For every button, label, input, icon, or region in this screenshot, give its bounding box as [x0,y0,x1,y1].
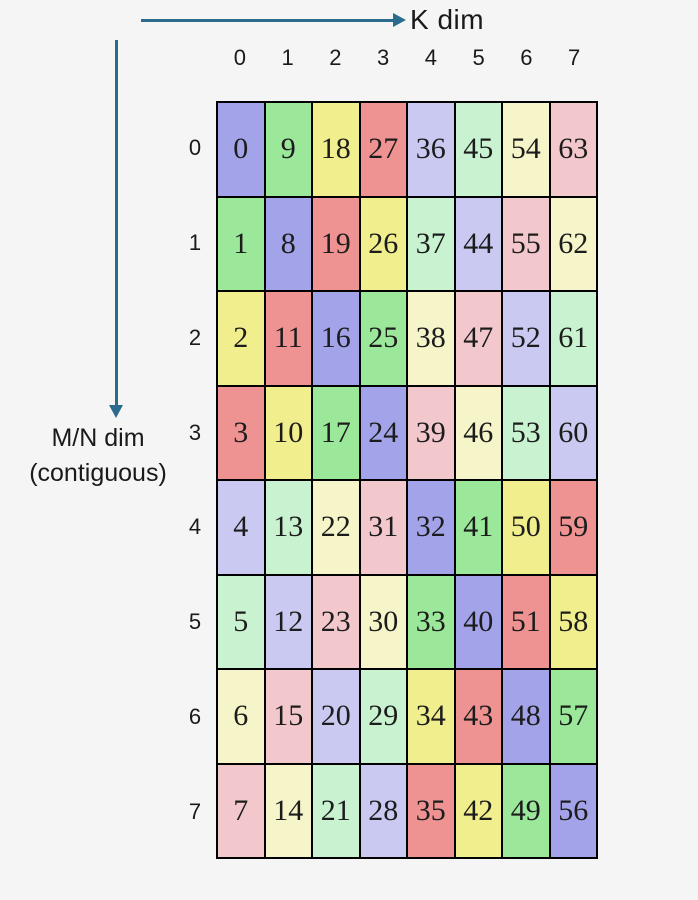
grid-cell-r6-c0: 6 [217,669,265,764]
grid-cell-r4-c2: 22 [312,480,360,575]
grid-cell-r1-c4: 37 [407,196,455,291]
grid-cell-r1-c6: 55 [502,196,550,291]
grid-cell-r2-c1: 11 [264,291,312,386]
grid-cell-r0-c0: 0 [217,102,265,197]
k-dim-arrowhead-icon [393,13,406,27]
grid-cell-r0-c3: 27 [359,102,407,197]
mn-dim-axis-label: M/N dim (contiguous) [0,421,196,491]
mn-dim-axis-label-line1: M/N dim [51,424,145,452]
mn-dim-arrowhead-icon [109,405,123,418]
grid-cell-r7-c6: 49 [502,763,550,858]
row-header-1: 1 [188,230,202,256]
grid-cell-r5-c1: 12 [264,574,312,669]
grid-cell-r6-c3: 29 [359,669,407,764]
col-header-0: 0 [233,45,246,70]
grid-cell-r2-c2: 16 [312,291,360,386]
col-header-2: 2 [329,45,342,70]
grid-cell-r7-c3: 28 [359,763,407,858]
row-header-0: 0 [188,135,202,161]
grid-cell-r1-c3: 26 [359,196,407,291]
col-header-4: 4 [424,45,437,70]
grid-cell-r6-c1: 15 [264,669,312,764]
col-header-5: 5 [472,45,485,70]
grid-cell-r0-c7: 63 [549,102,597,197]
grid-cell-r2-c4: 38 [407,291,455,386]
grid-cell-r0-c2: 18 [312,102,360,197]
grid-cell-r0-c4: 36 [407,102,455,197]
grid-cell-r1-c7: 62 [549,196,597,291]
memory-grid: 0 9 18 27 36 45 54 63 1 8 19 26 37 44 55 62 2 11 16 25 38 47 5… [216,101,598,859]
col-header-3: 3 [377,45,390,70]
grid-cell-r5-c3: 30 [359,574,407,669]
grid-cell-r7-c2: 21 [312,763,360,858]
grid-cell-r2-c5: 47 [454,291,502,386]
grid-cell-r2-c0: 2 [217,291,265,386]
grid-cell-r1-c1: 8 [264,196,312,291]
grid-cell-r4-c3: 31 [359,480,407,575]
grid-cell-r3-c4: 39 [407,385,455,480]
row-header-4: 4 [188,514,202,540]
grid-cell-r3-c1: 10 [264,385,312,480]
row-header-2: 2 [188,324,202,350]
grid-cell-r0-c5: 45 [454,102,502,197]
grid-cell-r7-c4: 35 [407,763,455,858]
grid-cell-r6-c7: 57 [549,669,597,764]
grid-cell-r6-c2: 20 [312,669,360,764]
row-header-3: 3 [188,419,202,445]
grid-cell-r5-c2: 23 [312,574,360,669]
grid-cell-r2-c7: 61 [549,291,597,386]
grid-cell-r6-c4: 34 [407,669,455,764]
mn-dim-arrow-line [115,40,118,407]
grid-cell-r2-c3: 25 [359,291,407,386]
grid-cell-r7-c7: 56 [549,763,597,858]
row-header-7: 7 [188,798,202,824]
grid-cell-r4-c0: 4 [217,480,265,575]
grid-cell-r6-c6: 48 [502,669,550,764]
grid-cell-r4-c6: 50 [502,480,550,575]
k-dim-axis-label: K dim [410,4,485,35]
grid-cell-r1-c0: 1 [217,196,265,291]
row-header-5: 5 [188,609,202,635]
row-header-6: 6 [188,703,202,729]
grid-cell-r3-c2: 17 [312,385,360,480]
grid-cell-r7-c0: 7 [217,763,265,858]
k-dim-arrow-line [141,19,394,22]
col-header-7: 7 [568,45,581,70]
grid-cell-r6-c5: 43 [454,669,502,764]
grid-cell-r3-c5: 46 [454,385,502,480]
grid-cell-r4-c5: 41 [454,480,502,575]
grid-cell-r1-c5: 44 [454,196,502,291]
grid-cell-r0-c1: 9 [264,102,312,197]
grid-cell-r4-c1: 13 [264,480,312,575]
grid-cell-r5-c7: 58 [549,574,597,669]
col-header-1: 1 [281,45,294,70]
grid-cell-r5-c0: 5 [217,574,265,669]
grid-cell-r3-c0: 3 [217,385,265,480]
grid-cell-r5-c6: 51 [502,574,550,669]
grid-cell-r3-c6: 53 [502,385,550,480]
row-headers: 0 1 2 3 4 5 6 7 [178,101,212,859]
grid-cell-r0-c6: 54 [502,102,550,197]
grid-cell-r1-c2: 19 [312,196,360,291]
grid-cell-r7-c1: 14 [264,763,312,858]
col-header-6: 6 [520,45,533,70]
grid-cell-r5-c5: 40 [454,574,502,669]
grid-cell-r2-c6: 52 [502,291,550,386]
grid-cell-r7-c5: 42 [454,763,502,858]
mn-dim-axis-label-line2: (contiguous) [29,459,167,487]
grid-cell-r3-c7: 60 [549,385,597,480]
col-headers: 0 1 2 3 4 5 6 7 [216,42,598,74]
grid-cell-r5-c4: 33 [407,574,455,669]
grid-cell-r3-c3: 24 [359,385,407,480]
grid-cell-r4-c7: 59 [549,480,597,575]
grid-cell-r4-c4: 32 [407,480,455,575]
